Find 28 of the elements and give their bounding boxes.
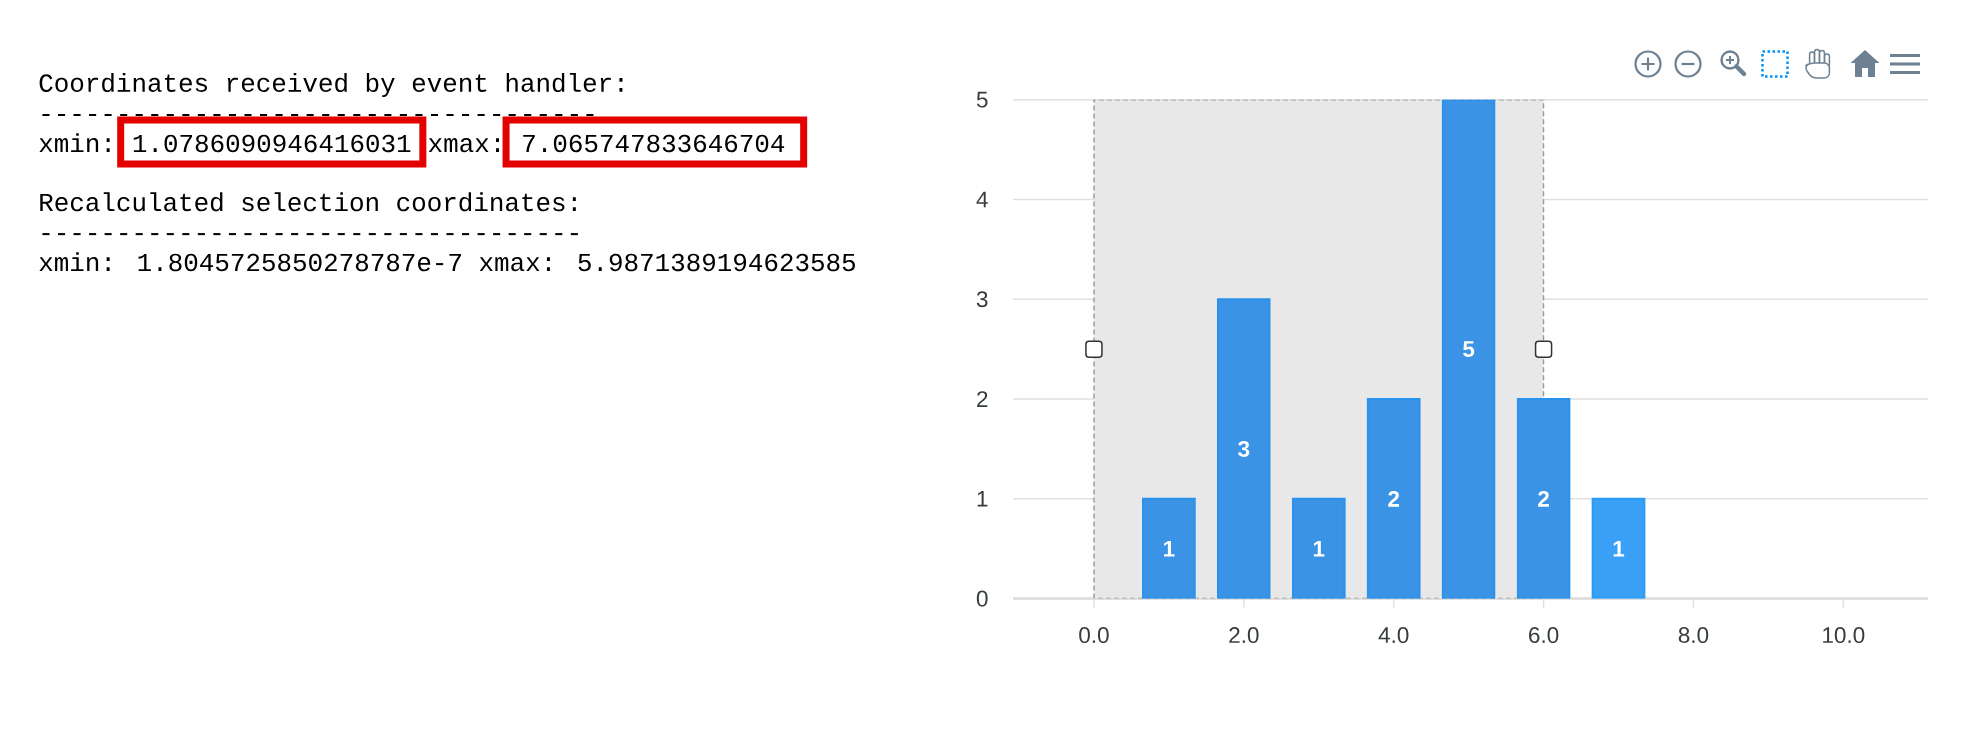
y-tick-label: 4 <box>976 191 988 208</box>
data-label: 1 <box>1164 540 1175 557</box>
y-tick-label: 0 <box>976 590 988 607</box>
text: Recalculated selection coordinates: <box>40 192 576 212</box>
y-tick-label: 3 <box>976 291 988 308</box>
text: ----------------------------------- <box>42 233 578 236</box>
y-tick-label: 2 <box>977 391 988 407</box>
x-tick-label: 6.0 <box>1529 627 1559 644</box>
text: 7.065747833646704 <box>523 134 785 153</box>
data-label: 2 <box>1388 490 1400 507</box>
data-label: 2 <box>1538 490 1549 507</box>
text: xmax: <box>428 138 499 153</box>
data-label: 1 <box>1313 540 1325 557</box>
text: xmin: 1.8045725850278787e-7 xmax: 5.9871389194623585 <box>39 252 855 272</box>
text: ------------------------------------ <box>42 114 594 117</box>
data-label: 5 <box>1463 341 1475 357</box>
text: Coordinates received by event handler: <box>39 72 623 98</box>
x-tick-label: 4.0 <box>1378 627 1409 644</box>
x-tick-label: 8.0 <box>1678 627 1709 644</box>
y-tick-label: 5 <box>976 91 988 108</box>
text: 1.0786090946416031 <box>133 134 411 153</box>
data-label: 1 <box>1613 540 1625 557</box>
x-tick-label: 0.0 <box>1079 627 1109 644</box>
text: xmin: <box>39 133 110 152</box>
y-tick-label: 1 <box>977 491 988 507</box>
x-tick-label: 2.0 <box>1229 627 1259 644</box>
x-tick-label: 10.0 <box>1823 627 1865 644</box>
data-label: 3 <box>1238 440 1250 457</box>
